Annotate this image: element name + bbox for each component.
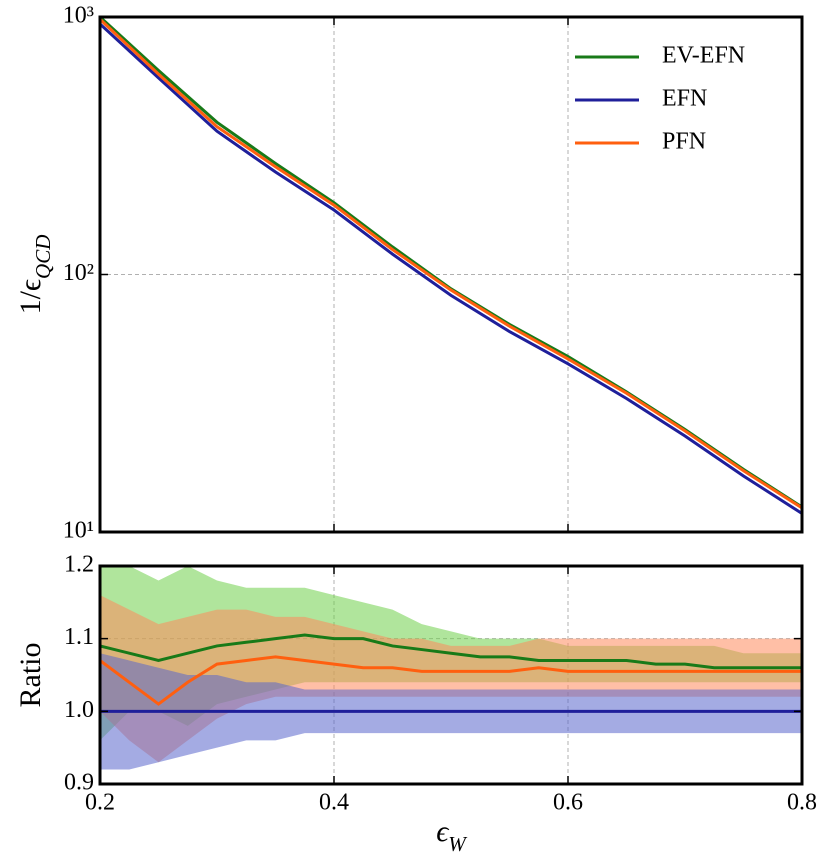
axis-label-sub: QCD bbox=[31, 235, 55, 279]
legend-label: EV-EFN bbox=[662, 43, 745, 69]
x-tick-label: 0.4 bbox=[319, 790, 349, 816]
y-tick-label: 0.9 bbox=[64, 770, 94, 796]
axis-label: 1/ϵQCD bbox=[14, 235, 55, 315]
legend-label: EFN bbox=[662, 86, 707, 112]
legend-label: PFN bbox=[662, 129, 706, 155]
axis-label: Ratio bbox=[14, 643, 47, 708]
axes-frame bbox=[98, 564, 804, 786]
y-tick-label: 1.0 bbox=[64, 697, 94, 723]
axis-label-sub: W bbox=[448, 832, 468, 856]
band bbox=[100, 595, 802, 763]
line bbox=[100, 22, 802, 515]
axis-label: ϵW bbox=[436, 815, 468, 856]
y-tick-label: 1.2 bbox=[64, 552, 94, 578]
line bbox=[100, 18, 802, 510]
y-tick-label: 10² bbox=[63, 260, 94, 286]
y-tick-label: 10¹ bbox=[63, 518, 94, 544]
line bbox=[100, 633, 802, 670]
x-tick-label: 0.2 bbox=[85, 790, 115, 816]
plot-area bbox=[100, 17, 802, 532]
axis-label-main: Ratio bbox=[14, 643, 47, 708]
axis-label-main: ϵ bbox=[436, 815, 450, 848]
plot-area bbox=[100, 566, 802, 784]
line bbox=[100, 655, 802, 706]
y-tick-label: 10³ bbox=[63, 3, 94, 29]
x-tick-label: 0.6 bbox=[553, 790, 583, 816]
y-tick-label: 1.1 bbox=[64, 624, 94, 650]
axis-label-main: 1/ϵ bbox=[14, 279, 47, 314]
axes-frame bbox=[98, 15, 804, 534]
x-tick-label: 0.8 bbox=[787, 790, 817, 816]
